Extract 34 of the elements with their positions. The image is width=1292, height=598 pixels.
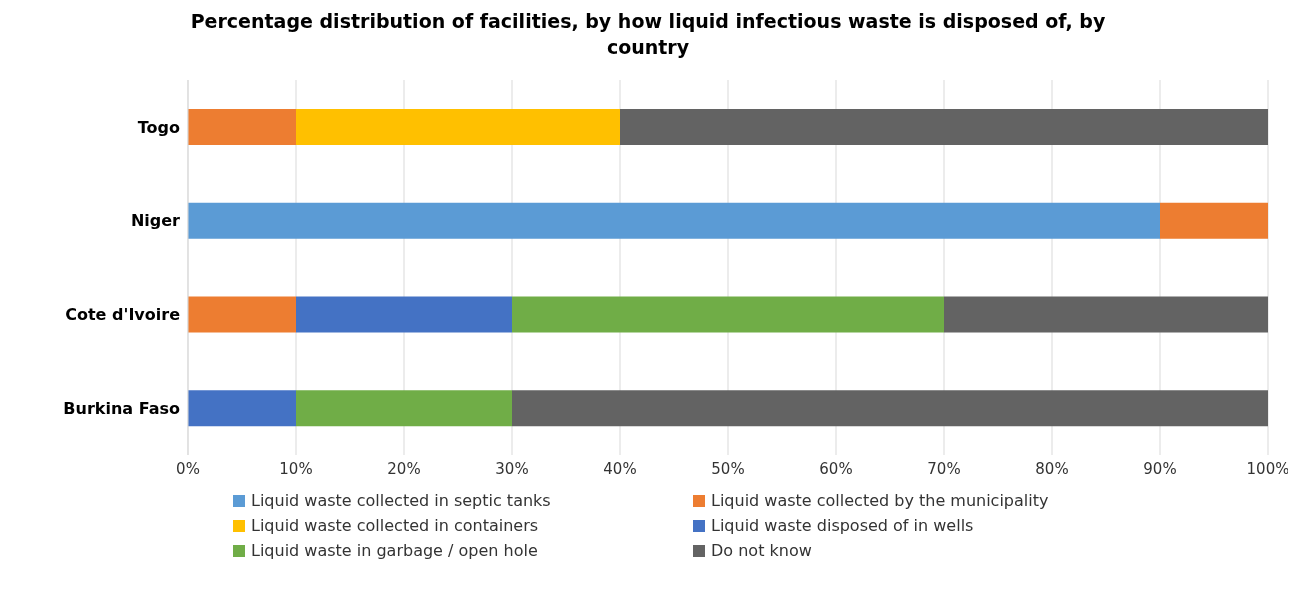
x-tick-label: 20%: [387, 459, 421, 478]
bar: [512, 296, 944, 333]
x-tick-label: 50%: [711, 459, 745, 478]
bar: [188, 296, 296, 333]
x-tick-label: 90%: [1143, 459, 1177, 478]
x-tick-label: 30%: [495, 459, 529, 478]
x-tick-label: 0%: [176, 459, 200, 478]
legend-label: Liquid waste in garbage / open hole: [251, 541, 538, 560]
y-tick-label: Cote d'Ivoire: [65, 305, 181, 325]
x-tick-label: 60%: [819, 459, 853, 478]
x-tick-label: 80%: [1035, 459, 1069, 478]
bar: [188, 202, 1160, 239]
legend-label: Liquid waste collected by the municipality: [711, 491, 1049, 510]
legend-label: Liquid waste disposed of in wells: [711, 516, 974, 535]
x-tick-label: 100%: [1246, 459, 1290, 478]
legend-label: Do not know: [711, 541, 812, 560]
bar: [296, 296, 512, 333]
bar: [620, 109, 1268, 145]
bar: [188, 109, 296, 145]
bar: [188, 390, 296, 427]
legend-label: Liquid waste collected in septic tanks: [251, 491, 551, 510]
bar: [944, 296, 1268, 333]
y-tick-label: Burkina Faso: [63, 398, 180, 418]
bar: [512, 390, 1268, 427]
x-tick-label: 70%: [927, 459, 961, 478]
x-tick-label: 10%: [279, 459, 313, 478]
chart-title: Percentage distribution of facilities, by how liquid infectious waste is disposed of, by country: [189, 9, 1107, 60]
y-tick-label: Niger: [130, 211, 181, 231]
bar: [1160, 202, 1268, 239]
bar: [296, 390, 512, 427]
legend-label: Liquid waste collected in containers: [251, 516, 539, 535]
bar: [296, 109, 620, 145]
x-tick-label: 40%: [603, 459, 637, 478]
y-tick-label: Togo: [137, 117, 180, 137]
